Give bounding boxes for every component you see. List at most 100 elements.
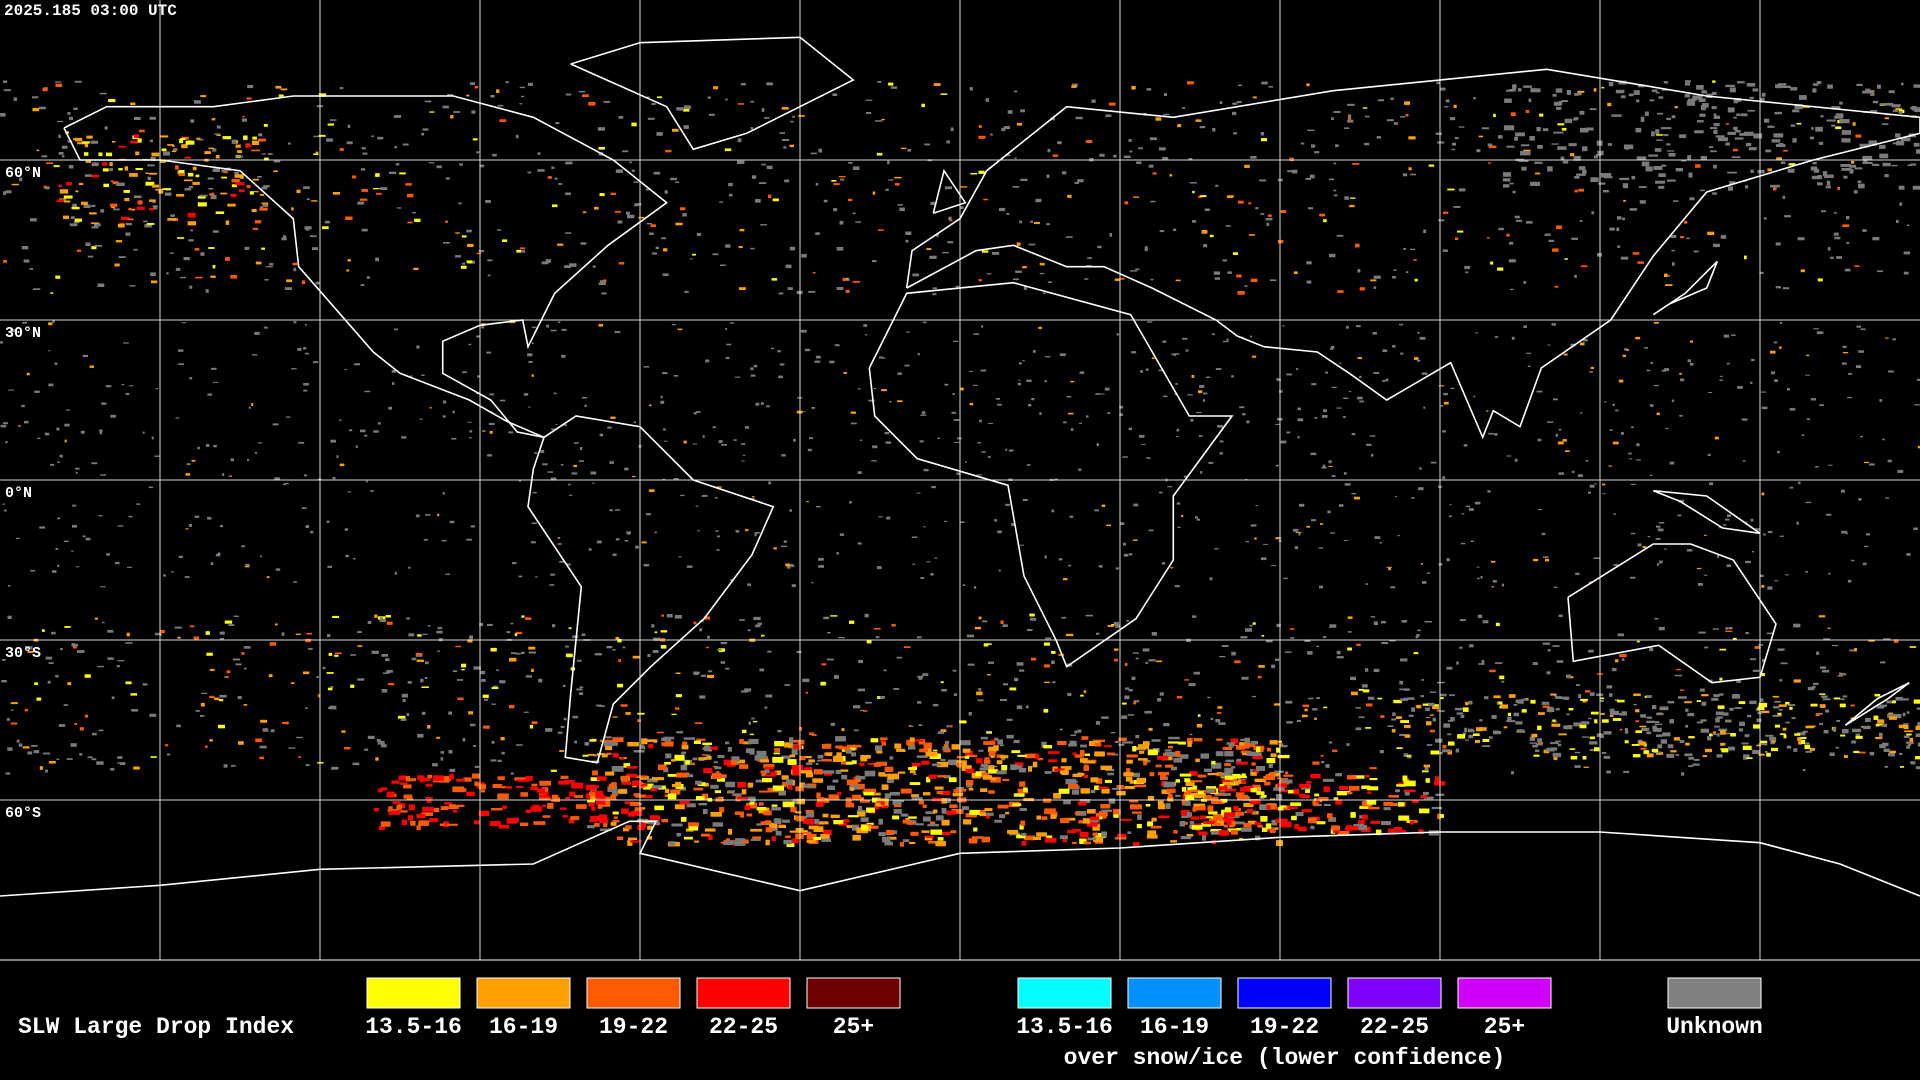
cloud-pixel [531, 541, 536, 544]
cloud-pixel [1249, 624, 1253, 627]
cloud-pixel [446, 823, 458, 826]
cloud-pixel [1232, 102, 1238, 105]
cloud-pixel [1870, 91, 1875, 96]
cloud-pixel [1532, 662, 1538, 665]
cloud-pixel [133, 766, 140, 770]
cloud-pixel [981, 250, 989, 253]
cloud-pixel [241, 545, 246, 548]
cloud-pixel [1904, 730, 1913, 733]
cloud-pixel [523, 393, 529, 396]
cloud-pixel [1399, 116, 1406, 118]
cloud-pixel [592, 482, 595, 484]
cloud-pixel [77, 249, 82, 252]
cloud-pixel [81, 201, 88, 205]
cloud-pixel [1062, 836, 1068, 843]
cloud-pixel [1733, 148, 1738, 152]
cloud-pixel [1569, 748, 1576, 750]
cloud-pixel [63, 704, 69, 706]
cloud-pixel [149, 713, 157, 717]
cloud-pixel [1328, 460, 1332, 464]
cloud-pixel [698, 803, 707, 806]
cloud-pixel [1493, 113, 1496, 118]
cloud-pixel [261, 202, 269, 205]
cloud-pixel [540, 791, 549, 795]
cloud-pixel [997, 739, 1003, 745]
cloud-pixel [1609, 693, 1613, 697]
cloud-pixel [1301, 809, 1312, 813]
cloud-pixel [1124, 695, 1130, 700]
cloud-pixel [1280, 440, 1287, 444]
cloud-pixel [505, 786, 512, 789]
cloud-pixel [896, 748, 905, 752]
cloud-pixel [996, 760, 1003, 765]
cloud-pixel [1619, 177, 1630, 181]
cloud-pixel [1393, 269, 1397, 271]
cloud-pixel [908, 816, 917, 819]
cloud-pixel [1211, 760, 1216, 765]
cloud-pixel [1250, 772, 1257, 776]
cloud-pixel [1546, 671, 1551, 675]
cloud-pixel [1675, 168, 1683, 172]
cloud-pixel [962, 748, 971, 753]
cloud-pixel [918, 739, 925, 745]
cloud-pixel [1191, 825, 1203, 830]
cloud-pixel [1497, 267, 1504, 271]
cloud-pixel [1092, 832, 1099, 836]
cloud-pixel [1742, 460, 1746, 462]
cloud-pixel [419, 418, 423, 420]
cloud-pixel [487, 623, 493, 626]
cloud-pixel [499, 399, 506, 402]
cloud-pixel [427, 625, 431, 627]
cloud-pixel [1304, 639, 1311, 642]
cloud-pixel [605, 744, 613, 751]
cloud-pixel [1192, 807, 1197, 812]
cloud-pixel [515, 631, 523, 634]
cloud-pixel [1851, 160, 1855, 164]
cloud-pixel [572, 715, 579, 719]
cloud-pixel [1536, 743, 1543, 746]
cloud-pixel [1805, 750, 1812, 753]
cloud-pixel [1161, 562, 1166, 565]
cloud-pixel [364, 434, 368, 437]
cloud-pixel [602, 796, 613, 800]
cloud-pixel [1057, 141, 1062, 145]
cloud-pixel [1067, 692, 1072, 697]
cloud-pixel [889, 756, 894, 760]
cloud-pixel [1252, 96, 1257, 99]
cloud-pixel [448, 749, 453, 754]
cloud-pixel [221, 176, 227, 179]
cloud-pixel [231, 184, 237, 188]
cloud-pixel [804, 348, 811, 352]
cloud-pixel [1600, 713, 1605, 715]
cloud-pixel [1713, 243, 1720, 248]
cloud-pixel [1723, 524, 1727, 526]
cloud-pixel [819, 821, 829, 825]
cloud-pixel [999, 814, 1006, 819]
cloud-pixel [1108, 102, 1116, 106]
cloud-pixel [647, 653, 651, 658]
cloud-pixel [1136, 823, 1142, 829]
cloud-pixel [755, 199, 761, 203]
cloud-pixel [327, 687, 333, 691]
cloud-pixel [1796, 521, 1799, 525]
cloud-pixel [742, 741, 751, 745]
cloud-pixel [1024, 835, 1035, 841]
cloud-pixel [1275, 423, 1281, 425]
cloud-pixel [1721, 749, 1729, 753]
cloud-pixel [1356, 643, 1361, 646]
cloud-pixel [1713, 123, 1720, 127]
cloud-pixel [212, 230, 219, 233]
cloud-pixel [1380, 715, 1385, 718]
cloud-pixel [893, 809, 902, 814]
cloud-pixel [516, 249, 521, 253]
cloud-pixel [445, 573, 451, 575]
cloud-pixel [1207, 696, 1211, 699]
cloud-pixel [91, 246, 97, 250]
cloud-pixel [1094, 742, 1102, 747]
cloud-pixel [487, 259, 493, 262]
cloud-pixel [109, 203, 118, 207]
cloud-pixel [986, 812, 994, 816]
cloud-pixel [1686, 100, 1696, 106]
cloud-pixel [871, 825, 879, 829]
cloud-pixel [455, 255, 461, 258]
